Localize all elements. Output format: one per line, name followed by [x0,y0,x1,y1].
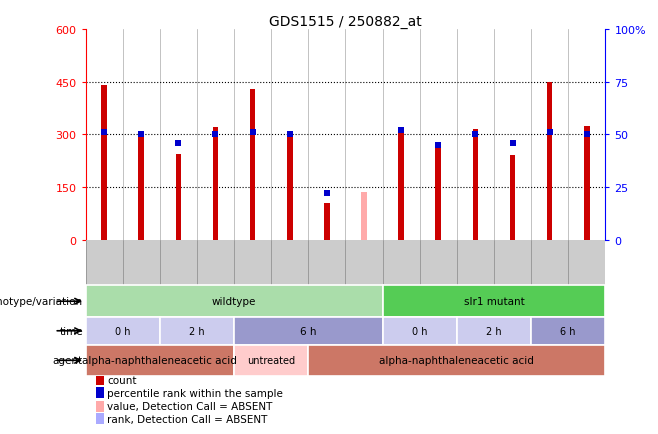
Bar [382,317,457,345]
Text: agent: agent [53,355,83,365]
Bar [584,126,590,240]
Title: GDS1515 / 250882_at: GDS1515 / 250882_at [269,15,422,30]
Bar [138,132,144,240]
Text: 0 h: 0 h [115,326,130,336]
Text: alpha-naphthaleneacetic acid: alpha-naphthaleneacetic acid [380,355,534,365]
Text: percentile rank within the sample: percentile rank within the sample [107,388,283,398]
Text: time: time [59,326,83,336]
Text: genotype/variation: genotype/variation [0,296,83,306]
Text: 6 h: 6 h [561,326,576,336]
Bar [531,317,605,345]
Bar [361,193,367,240]
Bar [213,128,218,240]
Text: rank, Detection Call = ABSENT: rank, Detection Call = ABSENT [107,414,268,424]
Bar [96,388,104,398]
Bar [234,345,309,376]
Bar [101,86,107,240]
Bar [96,401,104,411]
Text: untreated: untreated [247,355,295,365]
Text: wildtype: wildtype [212,296,256,306]
Bar [324,203,330,240]
Text: slr1 mutant: slr1 mutant [464,296,524,306]
Bar [472,130,478,240]
Text: 0 h: 0 h [412,326,428,336]
Bar [96,414,104,424]
Bar [398,133,404,240]
Bar [287,132,293,240]
Bar [250,90,255,240]
Bar [234,317,382,345]
Bar [309,345,605,376]
Bar [86,317,160,345]
Text: alpha-naphthaleneacetic acid: alpha-naphthaleneacetic acid [82,355,238,365]
Bar [176,155,181,240]
Bar [86,286,382,317]
Bar [382,286,605,317]
Bar [86,345,234,376]
Text: 2 h: 2 h [189,326,205,336]
Bar [436,148,441,240]
Text: count: count [107,375,137,385]
Bar [510,156,515,240]
Bar [160,317,234,345]
Text: 2 h: 2 h [486,326,502,336]
Bar [547,83,553,240]
Bar [457,317,531,345]
Text: 6 h: 6 h [300,326,316,336]
Bar [96,374,104,385]
Text: value, Detection Call = ABSENT: value, Detection Call = ABSENT [107,401,273,411]
